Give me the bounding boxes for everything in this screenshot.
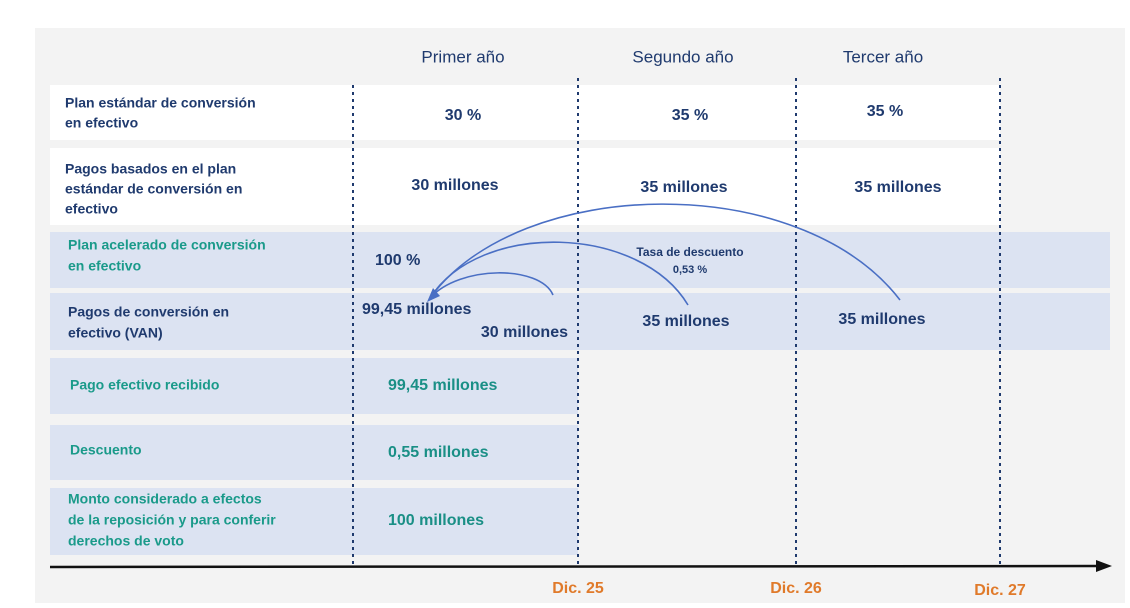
time-axis	[49, 564, 1101, 569]
row: Plan estándar de conversión en efectivo …	[65, 95, 903, 131]
arrow	[429, 241, 689, 306]
cell: 30 %	[445, 107, 481, 124]
column-header: Tercer año	[843, 47, 923, 66]
cell: 35 millones	[642, 313, 729, 330]
cell: 30 millones	[481, 324, 568, 341]
row-label: en efectivo	[68, 258, 141, 274]
date-label: Dic. 25	[552, 580, 604, 597]
annotation: Tasa de descuento	[636, 245, 743, 259]
row: Pagos de conversión en efectivo (VAN) 99…	[68, 301, 926, 341]
row-label: Pagos de conversión en	[68, 304, 229, 320]
row-label: efectivo (VAN)	[68, 325, 163, 341]
row: Pagos basados en el plan estándar de con…	[65, 161, 942, 217]
date-label: Dic. 26	[770, 580, 822, 597]
row-label: estándar de conversión en	[65, 181, 242, 197]
row-bg	[50, 85, 1000, 140]
cell: 35 millones	[640, 179, 727, 196]
row-label: Monto considerado a efectos	[68, 491, 262, 507]
row-bg	[50, 358, 578, 414]
row-bg	[50, 148, 1000, 225]
row-label: en efectivo	[65, 115, 138, 131]
row-bg	[50, 425, 578, 480]
cell: 0,55 millones	[388, 444, 489, 461]
cell: 30 millones	[411, 177, 498, 194]
annotation: 0,53 %	[673, 264, 707, 276]
axis-arrow	[1096, 560, 1112, 572]
cell: 35 millones	[838, 311, 925, 328]
arrow-head	[427, 288, 440, 302]
row: Pago efectivo recibido 99,45 millones	[70, 377, 497, 395]
cell: 100 %	[375, 252, 420, 269]
row-label: Plan acelerado de conversión	[68, 237, 266, 253]
cell: 100 millones	[388, 512, 484, 529]
date-label: Dic. 27	[974, 582, 1026, 599]
arrow	[429, 203, 901, 301]
cell: 35 %	[867, 103, 903, 120]
column-header: Segundo año	[632, 47, 733, 66]
row-label: derechos de voto	[68, 533, 184, 549]
row: Monto considerado a efectos de la reposi…	[68, 491, 484, 549]
row-label: Plan estándar de conversión	[65, 95, 256, 111]
row-label: Descuento	[70, 442, 142, 458]
cell: 99,45 millones	[362, 301, 471, 318]
row: Plan acelerado de conversión en efectivo…	[68, 237, 744, 276]
row-bg	[50, 488, 578, 555]
row-bg	[50, 293, 1110, 350]
arrow	[429, 272, 554, 299]
row: Descuento 0,55 millones	[70, 442, 489, 462]
cell: 35 millones	[854, 179, 941, 196]
cell: 35 %	[672, 107, 708, 124]
row-label: Pagos basados en el plan	[65, 161, 236, 177]
column-header: Primer año	[421, 47, 504, 66]
row-label: efectivo	[65, 201, 118, 217]
row-label: de la reposición y para conferir	[68, 512, 276, 528]
row-bg	[50, 232, 1110, 288]
cell: 99,45 millones	[388, 377, 497, 394]
row-label: Pago efectivo recibido	[70, 377, 219, 393]
